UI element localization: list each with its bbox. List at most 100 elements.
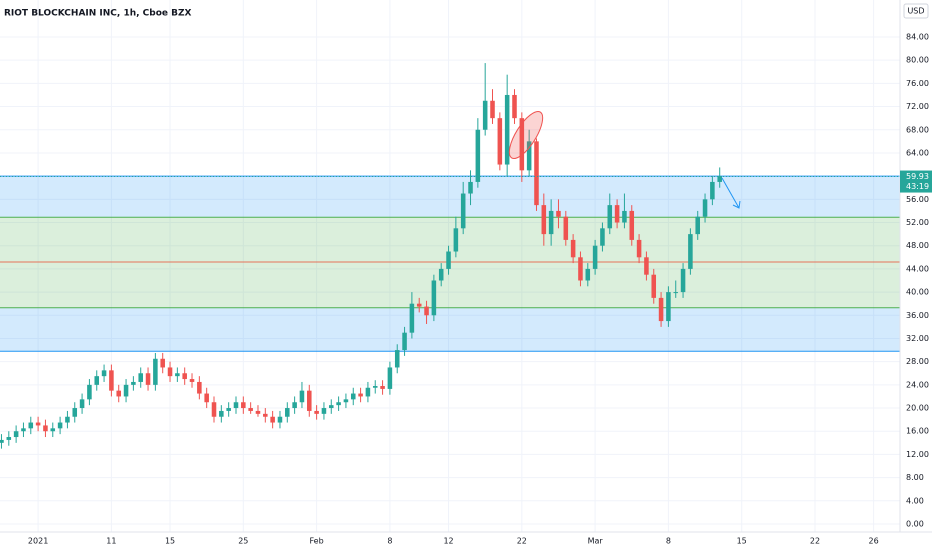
candle-body <box>402 332 407 351</box>
candle-body <box>167 367 173 377</box>
candle-body <box>307 390 312 411</box>
candle-body <box>292 402 297 409</box>
candle-body <box>13 431 19 438</box>
candle-body <box>658 297 664 322</box>
candle-body <box>490 100 495 119</box>
candle-body <box>556 210 561 217</box>
y-tick-label: 84.00 <box>906 32 929 41</box>
candle-body <box>614 205 620 223</box>
candle-body <box>695 216 700 235</box>
x-tick-label: 26 <box>869 537 879 546</box>
candle-body <box>263 413 268 417</box>
candle-body <box>21 428 26 432</box>
candle-body <box>358 393 363 397</box>
y-tick-label: 72.00 <box>906 102 929 111</box>
bands <box>0 175 900 352</box>
x-tick-label: Feb <box>310 537 324 546</box>
candle-body <box>65 416 70 423</box>
candle-body <box>6 437 12 440</box>
y-tick-label: 28.00 <box>906 357 929 366</box>
candle-body <box>35 422 41 426</box>
candle-body <box>211 402 217 417</box>
candle-body <box>585 268 591 281</box>
candle-body <box>314 410 319 414</box>
candle-body <box>219 410 224 417</box>
candle-body <box>460 193 466 229</box>
candle-body <box>387 367 393 389</box>
candle-body <box>380 386 385 389</box>
last-price-label: 59.93 <box>906 172 929 181</box>
candle-body <box>680 268 686 293</box>
candle-body <box>563 216 569 240</box>
x-tick-label: 15 <box>165 537 175 546</box>
candle-body <box>109 370 114 391</box>
candle-body <box>87 384 92 400</box>
y-tick-label: 24.00 <box>906 380 929 389</box>
candle-body <box>666 292 671 322</box>
candle-body <box>688 234 693 269</box>
arrow <box>721 177 741 209</box>
candle-body <box>226 408 231 411</box>
candle-body <box>424 306 429 316</box>
currency-box[interactable] <box>903 3 929 19</box>
candle-body <box>673 292 679 294</box>
candle-body <box>197 381 202 394</box>
candle-body <box>241 402 246 409</box>
candle-body <box>622 210 627 223</box>
candle-body <box>175 373 180 377</box>
candle-body <box>182 373 187 380</box>
candle-body <box>592 245 598 269</box>
candle-body <box>343 399 349 403</box>
candle-body <box>519 118 525 171</box>
axes: 0.00 4.00 8.00 12.00 16.00 20.00 24.00 28.00 32.… <box>0 32 932 546</box>
candle-body <box>651 274 657 298</box>
candle-body <box>372 386 378 388</box>
y-tick-label: 4.00 <box>906 496 924 505</box>
candle-body <box>365 387 371 397</box>
y-tick-label: 20.00 <box>906 404 929 413</box>
candle-body <box>431 280 437 316</box>
candle-body <box>50 428 56 432</box>
candle-body <box>394 350 400 368</box>
chart-title: RIOT BLOCKCHAIN INC, 1h, Cboe BZX <box>4 9 192 19</box>
candle-body <box>629 210 635 240</box>
x-tick-label: 8 <box>387 537 392 546</box>
currency[interactable]: USD <box>907 7 924 16</box>
candle-body <box>299 390 305 403</box>
candle-body <box>160 358 165 368</box>
x-tick-label: 11 <box>106 537 116 546</box>
candle-body <box>94 376 100 385</box>
candle-body <box>153 358 158 385</box>
candle-body <box>534 141 539 206</box>
candle-body <box>123 384 129 397</box>
candle-body <box>468 181 473 194</box>
candle-body <box>79 399 85 409</box>
candle-body <box>131 381 136 385</box>
y-tick-label: 12.00 <box>906 450 929 459</box>
y-tick-label: 68.00 <box>906 125 929 134</box>
candle-body <box>138 373 143 382</box>
candle-body <box>277 416 283 423</box>
y-tick-label: 76.00 <box>906 79 929 88</box>
x-tick-label: 15 <box>737 537 747 546</box>
candle-body <box>57 422 63 429</box>
candle-body <box>453 228 459 252</box>
candle-body <box>328 405 334 409</box>
candle-body <box>578 257 583 281</box>
candle-body <box>600 228 605 246</box>
candle-body <box>570 239 576 258</box>
candle-body <box>270 416 275 423</box>
x-tick-label: 2021 <box>28 537 48 546</box>
candle-body <box>233 402 239 409</box>
y-tick-label: 8.00 <box>906 473 924 482</box>
y-tick-label: 80.00 <box>906 56 929 65</box>
candle-body <box>504 94 510 165</box>
y-tick-label: 52.00 <box>906 218 929 227</box>
y-tick-label: 44.00 <box>906 264 929 273</box>
y-tick-label: 36.00 <box>906 311 929 320</box>
x-tick-label: 25 <box>238 537 248 546</box>
highlight-ellipse <box>508 110 544 160</box>
candle-body <box>497 118 503 165</box>
x-tick-label: 8 <box>666 537 671 546</box>
